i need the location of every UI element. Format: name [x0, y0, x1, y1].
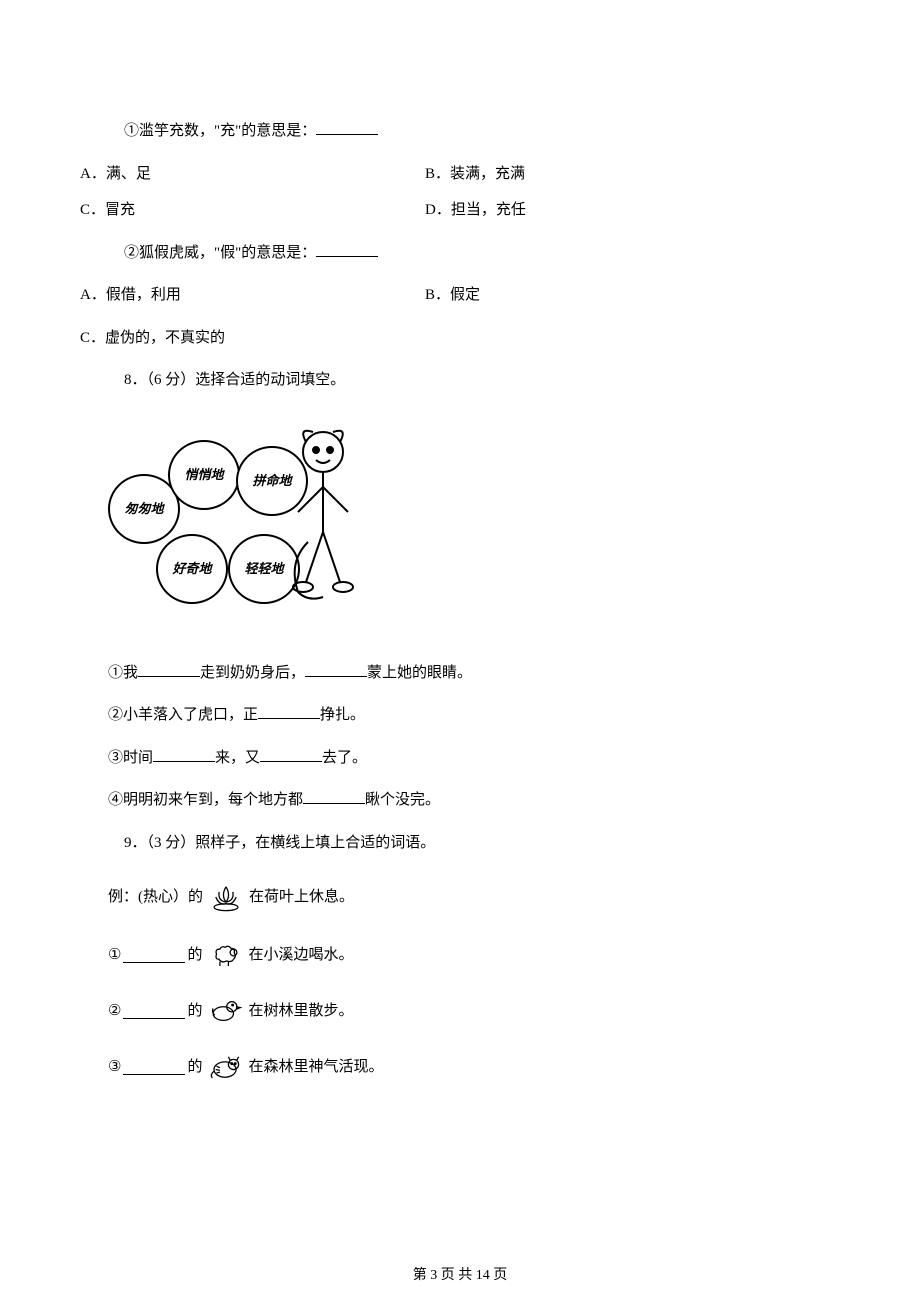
q8-2-post: 挣扎。	[320, 707, 365, 723]
q8-4-pre: ④明明初来乍到，每个地方都	[108, 792, 303, 808]
q9-2-de: 的	[187, 1000, 202, 1023]
exam-page: ①滥竽充数，"充"的意思是： A．满、足 B．装满，充满 C．冒充 D．担当，充…	[0, 0, 920, 1302]
q8-1-pre: ①我	[108, 665, 138, 681]
tiger-icon	[208, 1052, 242, 1082]
blank-field[interactable]	[260, 747, 322, 762]
blank-field[interactable]	[123, 1060, 185, 1075]
bubble-haoqi: 好奇地	[156, 534, 228, 604]
q9-3-post: 在森林里神气活现。	[248, 1056, 383, 1079]
q8-header: 8．（6 分）选择合适的动词填空。	[124, 369, 840, 392]
lotus-icon	[209, 880, 243, 914]
blank-field[interactable]	[138, 662, 200, 677]
q8-4-post: 瞅个没完。	[365, 792, 440, 808]
q8-3-pre: ③时间	[108, 750, 153, 766]
q7-item1-optA[interactable]: A．满、足	[80, 163, 425, 186]
q8-item3: ③时间 来，又 去了。	[108, 747, 840, 770]
q8-word-bubbles-figure: 匆匆地 悄悄地 拼命地 好奇地 轻轻地	[108, 412, 368, 642]
q8-item2: ②小羊落入了虎口，正 挣扎。	[108, 704, 840, 727]
q7-item1-row2: C．冒充 D．担当，充任	[80, 199, 840, 222]
blank-field[interactable]	[316, 242, 378, 257]
q8-item1: ①我 走到奶奶身后， 蒙上她的眼睛。	[108, 662, 840, 685]
q8-1-mid: 走到奶奶身后，	[200, 665, 305, 681]
blank-field[interactable]	[303, 789, 365, 804]
bubble-qiaoqiao: 悄悄地	[168, 440, 240, 510]
blank-field[interactable]	[316, 120, 378, 135]
q7-item2-row1: A．假借，利用 B．假定	[80, 284, 840, 307]
blank-field[interactable]	[258, 704, 320, 719]
q9-1-post: 在小溪边喝水。	[248, 944, 353, 967]
q7-item2-text: ②狐假虎威，"假"的意思是：	[80, 242, 840, 265]
q9-2-pre: ②	[108, 1000, 121, 1023]
q8-2-pre: ②小羊落入了虎口，正	[108, 707, 258, 723]
sheep-icon	[208, 940, 242, 970]
duck-icon	[208, 996, 242, 1026]
cartoon-character-icon	[278, 422, 368, 612]
q9-ex-pre: 例：(热心）的	[108, 886, 203, 909]
q8-1-post: 蒙上她的眼睛。	[367, 665, 472, 681]
q7-item1-text-content: ①滥竽充数，"充"的意思是：	[124, 123, 316, 139]
q9-3-pre: ③	[108, 1056, 121, 1079]
q9-ex-post: 在荷叶上休息。	[249, 886, 354, 909]
q7-item1-optC[interactable]: C．冒充	[80, 199, 425, 222]
q9-2-post: 在树林里散步。	[248, 1000, 353, 1023]
q9-item2: ② 的 在树林里散步。	[108, 996, 840, 1026]
q7-item1-optD[interactable]: D．担当，充任	[425, 199, 840, 222]
q7-item2-text-content: ②狐假虎威，"假"的意思是：	[124, 245, 316, 261]
q8-3-mid: 来，又	[215, 750, 260, 766]
q7-item2-optA[interactable]: A．假借，利用	[80, 284, 425, 307]
q7-item2-optC[interactable]: C．虚伪的，不真实的	[80, 330, 225, 346]
q9-1-pre: ①	[108, 944, 121, 967]
blank-field[interactable]	[123, 948, 185, 963]
q7-item1-text: ①滥竽充数，"充"的意思是：	[80, 120, 840, 143]
page-footer: 第 3 页 共 14 页	[0, 1265, 920, 1286]
q9-item1: ① 的 在小溪边喝水。	[108, 940, 840, 970]
q9-header: 9．（3 分）照样子，在横线上填上合适的词语。	[124, 832, 840, 855]
q8-item4: ④明明初来乍到，每个地方都 瞅个没完。	[108, 789, 840, 812]
blank-field[interactable]	[123, 1004, 185, 1019]
q9-item3: ③ 的 在森林里神气活现。	[108, 1052, 840, 1082]
q9-1-de: 的	[187, 944, 202, 967]
q7-item1-row1: A．满、足 B．装满，充满	[80, 163, 840, 186]
q7-item1-optB[interactable]: B．装满，充满	[425, 163, 840, 186]
q7-item2-row2: C．虚伪的，不真实的	[80, 327, 840, 350]
q8-3-post: 去了。	[322, 750, 367, 766]
q9-3-de: 的	[187, 1056, 202, 1079]
blank-field[interactable]	[153, 747, 215, 762]
q7-item2-optB[interactable]: B．假定	[425, 284, 840, 307]
q9-example: 例：(热心）的 在荷叶上休息。	[108, 880, 840, 914]
blank-field[interactable]	[305, 662, 367, 677]
